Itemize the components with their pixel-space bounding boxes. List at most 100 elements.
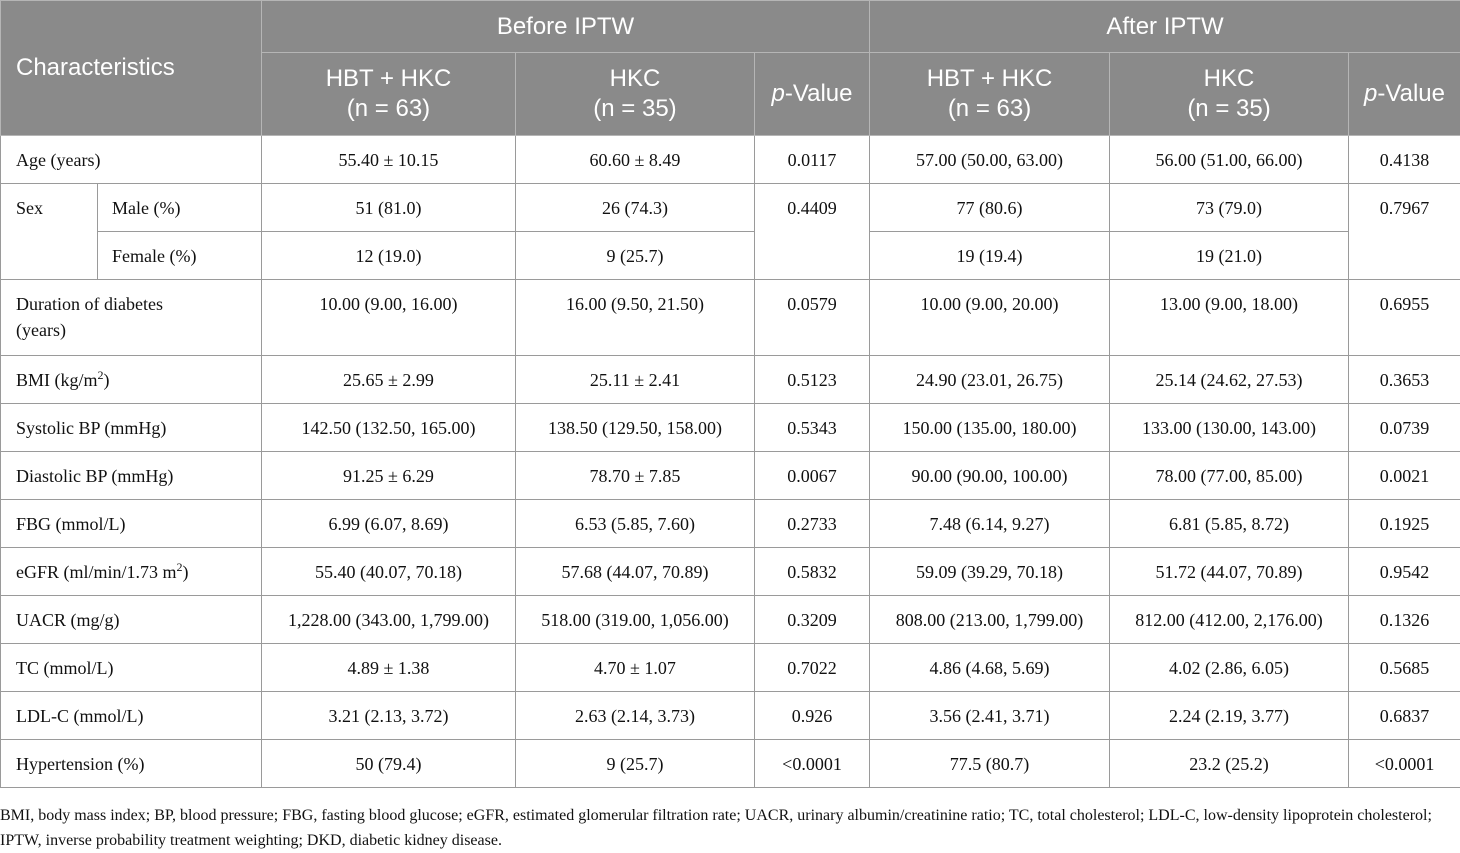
table-cell: 0.0021 [1349,452,1460,500]
header-after-hbt-hkc: HBT + HKC(n = 63) [870,53,1110,136]
row-label-uacr: UACR (mg/g) [1,596,262,644]
table-row: eGFR (ml/min/1.73 m2) 55.40 (40.07, 70.1… [1,548,1460,596]
table-footnote: BMI, body mass index; BP, blood pressure… [0,803,1460,853]
table-cell: 13.00 (9.00, 18.00) [1110,280,1349,356]
row-label-hypertension: Hypertension (%) [1,740,262,788]
table-cell: 78.70 ± 7.85 [516,452,755,500]
table-row: TC (mmol/L) 4.89 ± 1.38 4.70 ± 1.07 0.70… [1,644,1460,692]
table-cell: 6.81 (5.85, 8.72) [1110,500,1349,548]
table-cell: 0.5832 [755,548,870,596]
table-cell: 0.0579 [755,280,870,356]
table-cell: 0.5123 [755,356,870,404]
table-cell: 138.50 (129.50, 158.00) [516,404,755,452]
table-body: Age (years) 55.40 ± 10.15 60.60 ± 8.49 0… [1,136,1460,788]
table-cell: 16.00 (9.50, 21.50) [516,280,755,356]
table-cell: 73 (79.0) [1110,184,1349,232]
table-cell: 77.5 (80.7) [870,740,1110,788]
table-cell: 0.1925 [1349,500,1460,548]
table-row: Duration of diabetes(years) 10.00 (9.00,… [1,280,1460,356]
table-cell: 77 (80.6) [870,184,1110,232]
table-cell: 57.00 (50.00, 63.00) [870,136,1110,184]
header-after-p-value: p-Value [1349,53,1460,136]
table-cell: 0.6837 [1349,692,1460,740]
header-before-hkc: HKC(n = 35) [516,53,755,136]
table-cell: 0.2733 [755,500,870,548]
row-label-sex: Sex [1,184,98,280]
table-cell: 57.68 (44.07, 70.89) [516,548,755,596]
table-cell: 6.53 (5.85, 7.60) [516,500,755,548]
table-row: BMI (kg/m2) 25.65 ± 2.99 25.11 ± 2.41 0.… [1,356,1460,404]
table-cell: 9 (25.7) [516,232,755,280]
row-label-fbg: FBG (mmol/L) [1,500,262,548]
table-row: Diastolic BP (mmHg) 91.25 ± 6.29 78.70 ±… [1,452,1460,500]
table-cell: 25.11 ± 2.41 [516,356,755,404]
table-cell: 78.00 (77.00, 85.00) [1110,452,1349,500]
table-cell: 0.7022 [755,644,870,692]
header-after-hkc: HKC(n = 35) [1110,53,1349,136]
table-cell: 51 (81.0) [262,184,516,232]
table-cell: 9 (25.7) [516,740,755,788]
table-cell: 10.00 (9.00, 20.00) [870,280,1110,356]
table-row: FBG (mmol/L) 6.99 (6.07, 8.69) 6.53 (5.8… [1,500,1460,548]
table-cell: 59.09 (39.29, 70.18) [870,548,1110,596]
table-cell: 7.48 (6.14, 9.27) [870,500,1110,548]
table-cell: 26 (74.3) [516,184,755,232]
row-label-egfr: eGFR (ml/min/1.73 m2) [1,548,262,596]
table-cell: 0.926 [755,692,870,740]
header-characteristics: Characteristics [1,1,262,136]
table-cell: 4.89 ± 1.38 [262,644,516,692]
table-cell: 60.60 ± 8.49 [516,136,755,184]
table-cell: 0.5685 [1349,644,1460,692]
table-cell: 23.2 (25.2) [1110,740,1349,788]
table-cell: 12 (19.0) [262,232,516,280]
table-cell: 25.14 (24.62, 27.53) [1110,356,1349,404]
table-cell: 0.6955 [1349,280,1460,356]
row-label-ldl-c: LDL-C (mmol/L) [1,692,262,740]
table-cell: 0.4409 [755,184,870,280]
table-cell: 2.63 (2.14, 3.73) [516,692,755,740]
table-row: LDL-C (mmol/L) 3.21 (2.13, 3.72) 2.63 (2… [1,692,1460,740]
table-cell: 19 (21.0) [1110,232,1349,280]
table-cell: 3.21 (2.13, 3.72) [262,692,516,740]
table-cell: 1,228.00 (343.00, 1,799.00) [262,596,516,644]
table-cell: 91.25 ± 6.29 [262,452,516,500]
row-label-bmi: BMI (kg/m2) [1,356,262,404]
table-row: Age (years) 55.40 ± 10.15 60.60 ± 8.49 0… [1,136,1460,184]
table-cell: 0.1326 [1349,596,1460,644]
row-label-duration: Duration of diabetes(years) [1,280,262,356]
table-row: Sex Male (%) 51 (81.0) 26 (74.3) 0.4409 … [1,184,1460,232]
table-cell: 0.5343 [755,404,870,452]
table-cell: 518.00 (319.00, 1,056.00) [516,596,755,644]
header-before-hbt-hkc: HBT + HKC(n = 63) [262,53,516,136]
table-cell: <0.0001 [755,740,870,788]
table-cell: 25.65 ± 2.99 [262,356,516,404]
table-cell: 142.50 (132.50, 165.00) [262,404,516,452]
row-label-diastolic-bp: Diastolic BP (mmHg) [1,452,262,500]
table-cell: 4.86 (4.68, 5.69) [870,644,1110,692]
table-header: Characteristics Before IPTW After IPTW H… [1,1,1460,136]
row-label-age: Age (years) [1,136,262,184]
table-cell: 3.56 (2.41, 3.71) [870,692,1110,740]
table-cell: 19 (19.4) [870,232,1110,280]
table-cell: 2.24 (2.19, 3.77) [1110,692,1349,740]
table-cell: 0.9542 [1349,548,1460,596]
table-cell: 55.40 (40.07, 70.18) [262,548,516,596]
table-cell: 50 (79.4) [262,740,516,788]
table-cell: 0.3653 [1349,356,1460,404]
row-label-female: Female (%) [98,232,262,280]
table-cell: 0.0067 [755,452,870,500]
table-cell: 0.0117 [755,136,870,184]
table-cell: 150.00 (135.00, 180.00) [870,404,1110,452]
table-cell: 812.00 (412.00, 2,176.00) [1110,596,1349,644]
table-row: Hypertension (%) 50 (79.4) 9 (25.7) <0.0… [1,740,1460,788]
table-cell: <0.0001 [1349,740,1460,788]
table-cell: 808.00 (213.00, 1,799.00) [870,596,1110,644]
table-cell: 4.02 (2.86, 6.05) [1110,644,1349,692]
table-cell: 0.3209 [755,596,870,644]
row-label-male: Male (%) [98,184,262,232]
table-row: Systolic BP (mmHg) 142.50 (132.50, 165.0… [1,404,1460,452]
table-row: Female (%) 12 (19.0) 9 (25.7) 19 (19.4) … [1,232,1460,280]
table-cell: 0.0739 [1349,404,1460,452]
row-label-systolic-bp: Systolic BP (mmHg) [1,404,262,452]
table-cell: 51.72 (44.07, 70.89) [1110,548,1349,596]
